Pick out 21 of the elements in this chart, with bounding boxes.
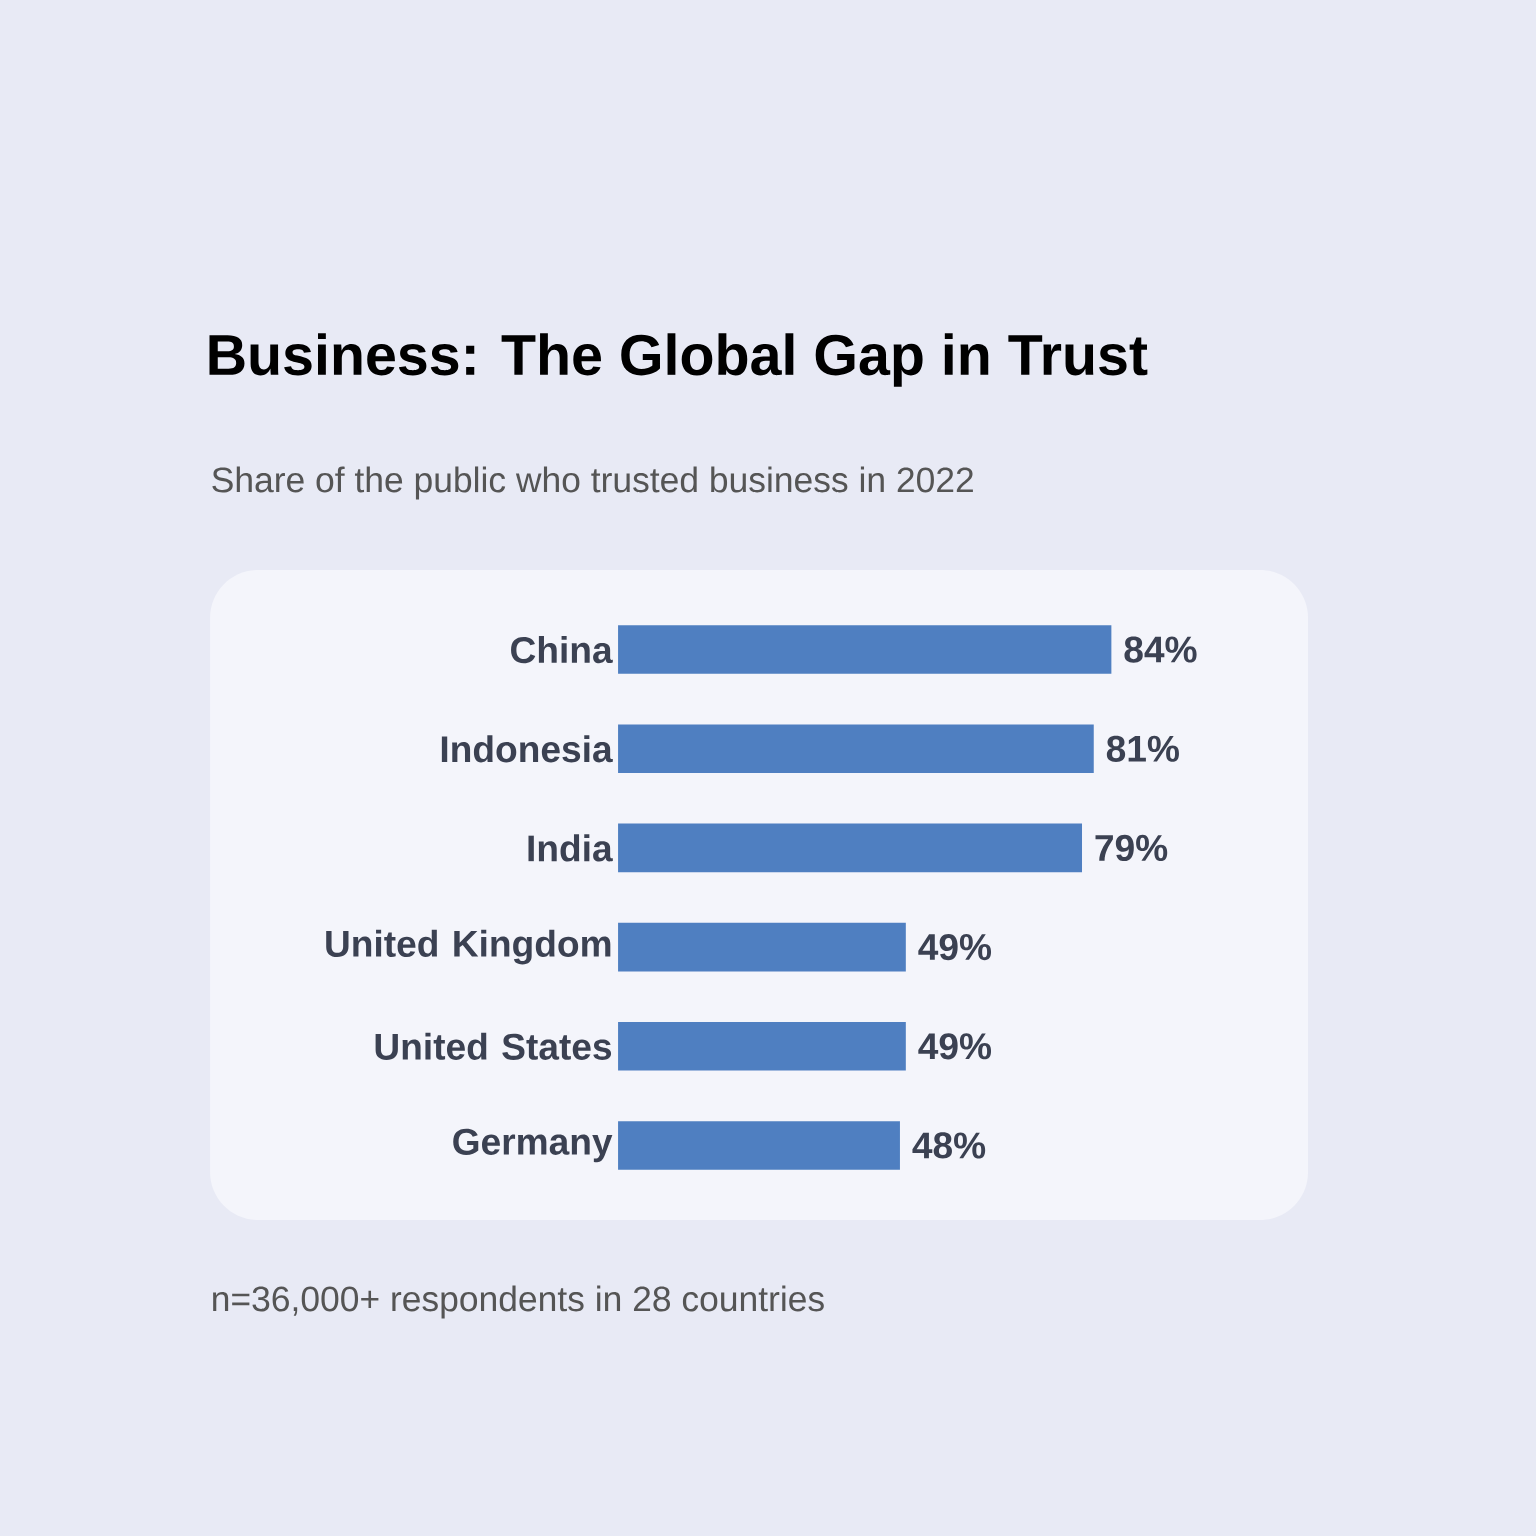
data-label: 79% xyxy=(1095,834,1168,862)
bar xyxy=(618,625,1112,674)
y-tick-label: Germany xyxy=(453,1128,613,1163)
data-label: 84% xyxy=(1124,636,1197,663)
bar xyxy=(618,1121,900,1170)
bar xyxy=(618,922,906,972)
chart-title: Business: The Global Gap in Trust xyxy=(209,333,1148,387)
y-tick-label: Indonesia xyxy=(441,735,613,763)
bar xyxy=(618,1021,906,1071)
bar xyxy=(618,724,1094,774)
chart-subtitle: Share of the public who trusted business in 2022 xyxy=(212,466,973,500)
data-label: 48% xyxy=(912,1132,986,1159)
y-tick-label: India xyxy=(528,834,613,862)
data-label: 49% xyxy=(918,933,992,961)
y-tick-label: China xyxy=(511,635,613,664)
y-tick-label: United Kingdom xyxy=(326,929,611,965)
data-label: 81% xyxy=(1106,735,1179,762)
data-label: 49% xyxy=(918,1033,992,1060)
y-tick-label: United States xyxy=(375,1032,612,1060)
bar xyxy=(618,823,1083,873)
text: n=36,000+ respondents in 28 countries xyxy=(213,1285,824,1319)
